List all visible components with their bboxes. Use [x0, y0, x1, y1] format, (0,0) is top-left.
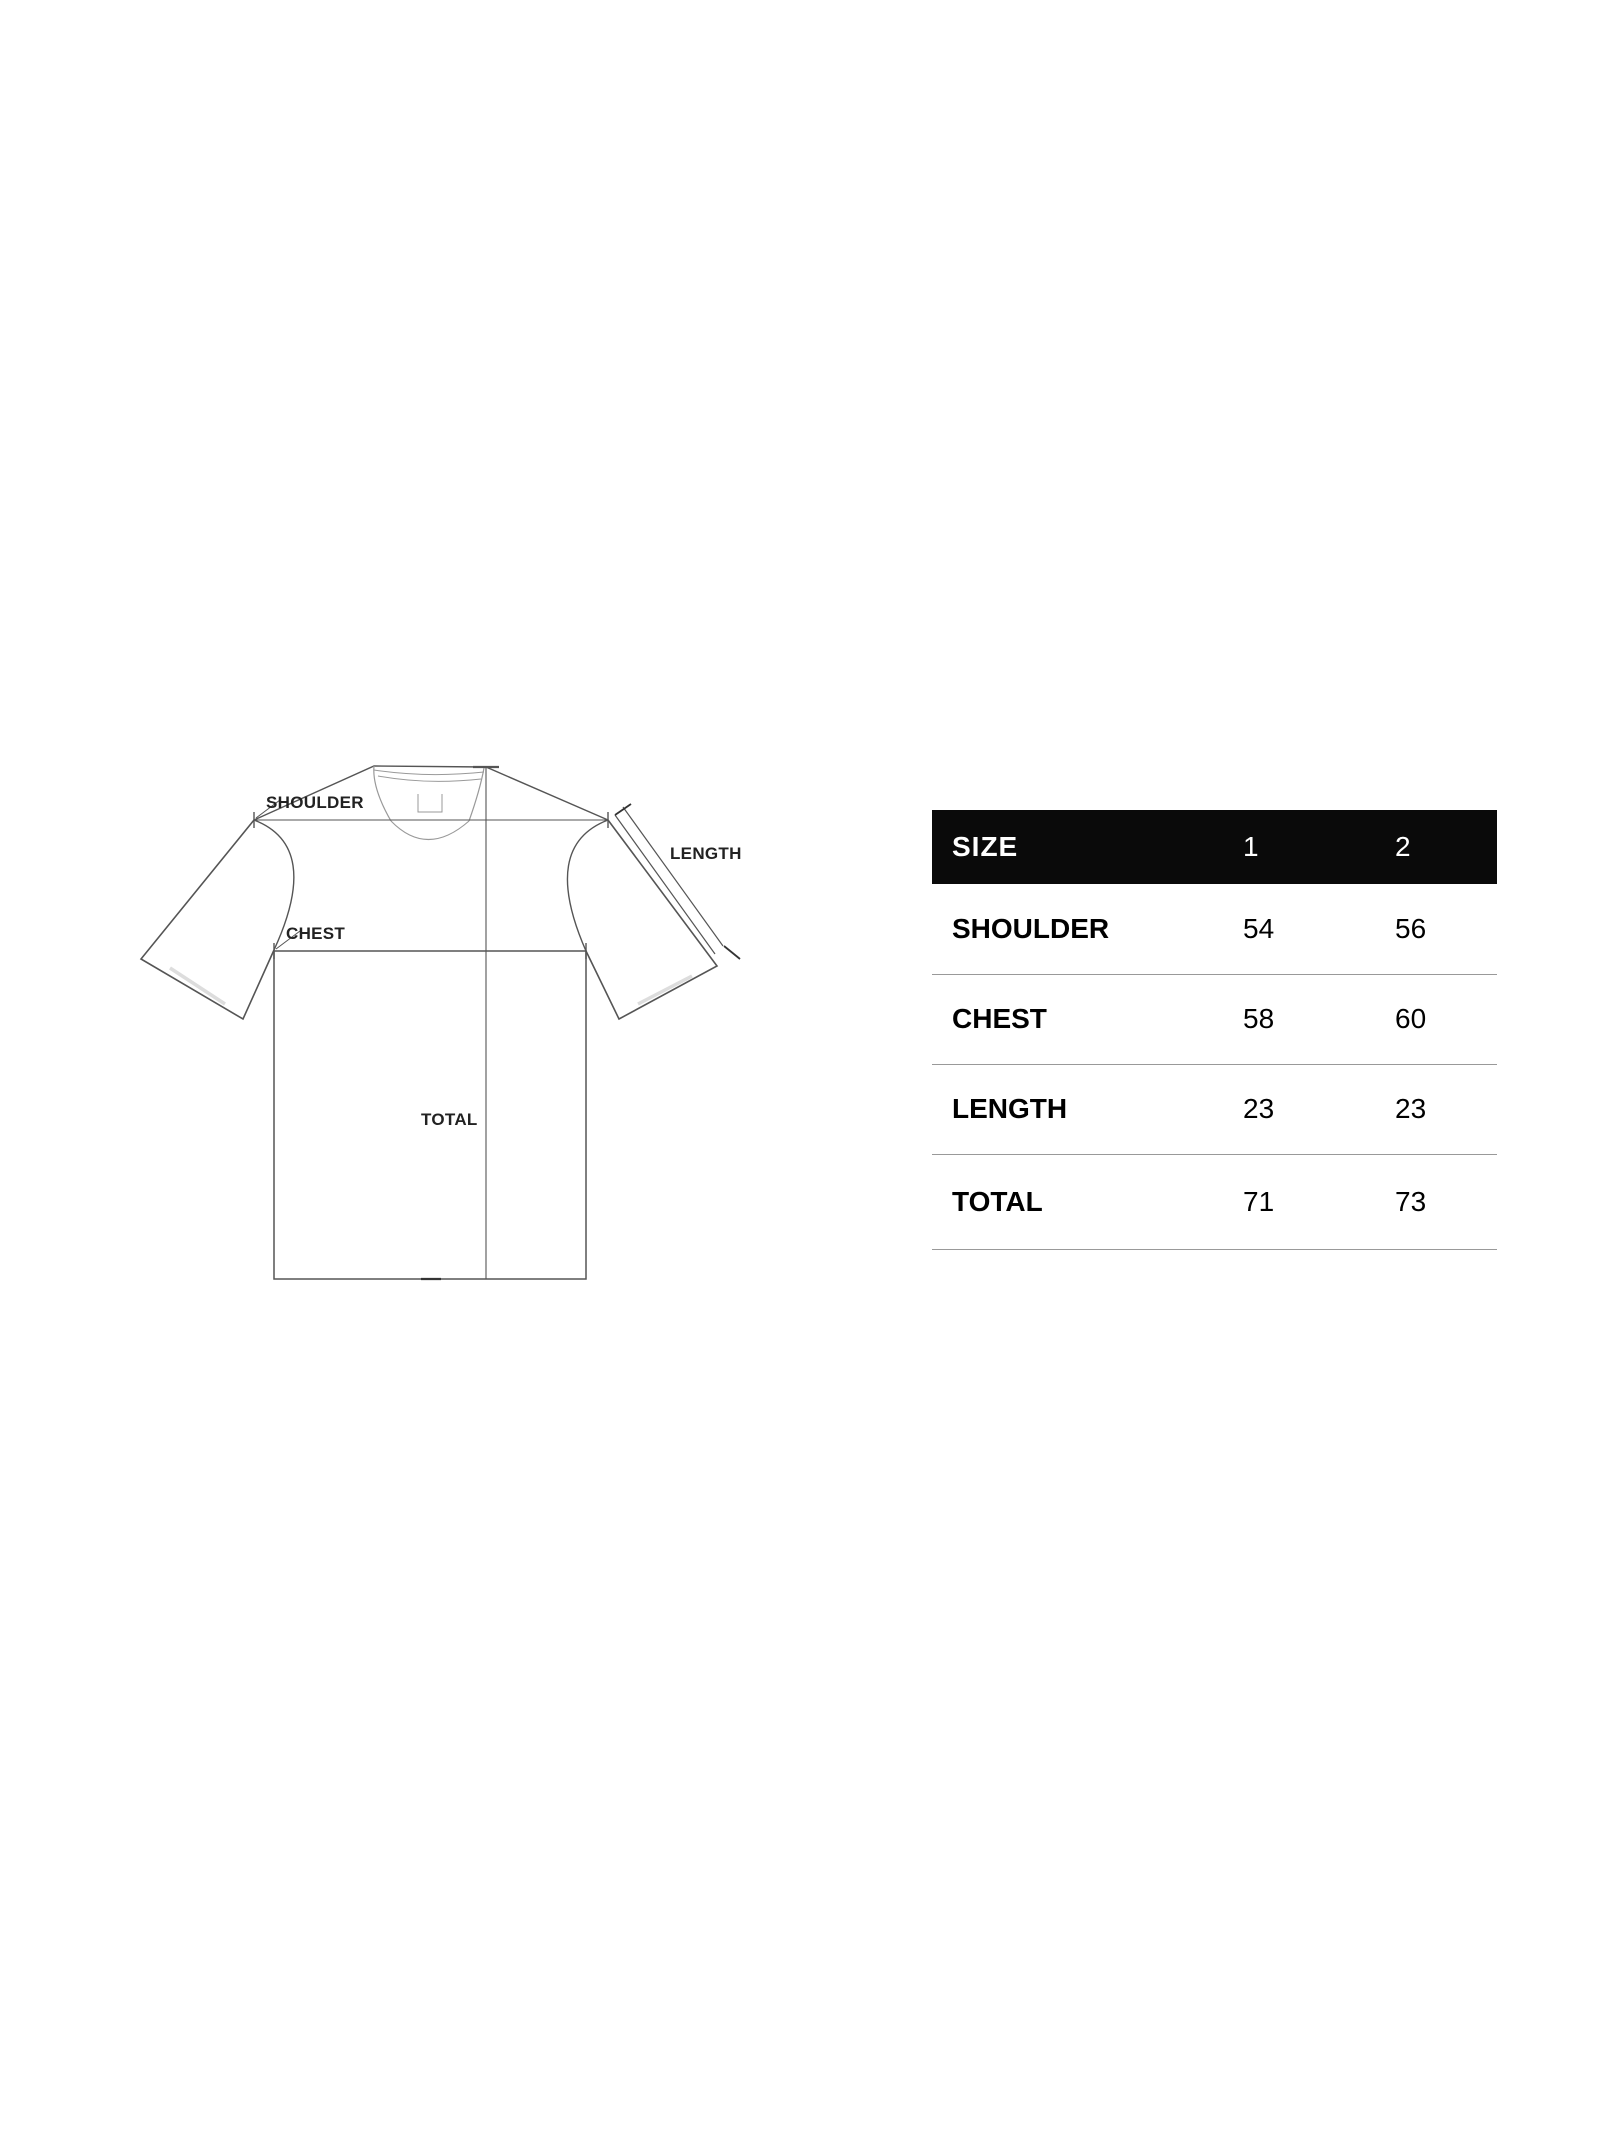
svg-text:SHOULDER: SHOULDER	[266, 793, 364, 812]
svg-text:CHEST: CHEST	[286, 924, 345, 943]
svg-text:TOTAL: TOTAL	[421, 1110, 478, 1129]
svg-text:LENGTH: LENGTH	[670, 844, 742, 863]
